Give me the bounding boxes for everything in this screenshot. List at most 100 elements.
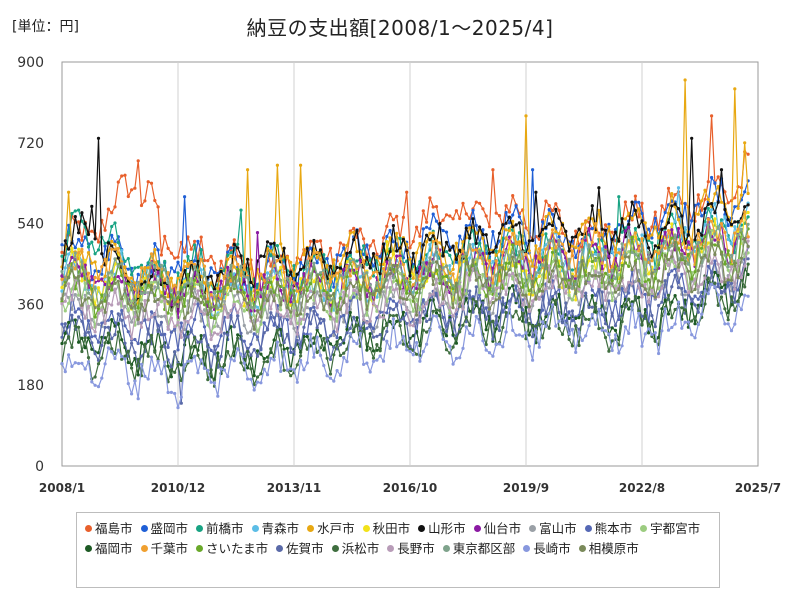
- data-point: [504, 330, 508, 334]
- data-point: [577, 275, 581, 279]
- data-point: [229, 325, 233, 329]
- data-point: [736, 276, 740, 280]
- data-point: [613, 277, 618, 281]
- data-point: [73, 293, 77, 297]
- data-point: [594, 252, 598, 256]
- data-point: [710, 282, 714, 286]
- data-point: [564, 323, 568, 327]
- data-point: [507, 302, 511, 306]
- data-point: [431, 282, 435, 287]
- data-point: [746, 152, 750, 156]
- data-point: [574, 229, 578, 233]
- data-point: [451, 244, 455, 248]
- data-point: [249, 377, 253, 381]
- data-point: [322, 308, 326, 312]
- data-point: [249, 330, 253, 334]
- data-point: [123, 173, 127, 177]
- data-point: [723, 280, 727, 284]
- data-point: [365, 321, 369, 325]
- data-point: [312, 302, 316, 306]
- data-point: [355, 296, 359, 300]
- data-point: [428, 256, 432, 260]
- data-point: [696, 269, 700, 273]
- data-point: [468, 331, 472, 335]
- data-point: [322, 292, 326, 296]
- data-point: [381, 267, 386, 271]
- data-point: [531, 335, 535, 339]
- data-point: [348, 296, 352, 300]
- data-point: [653, 325, 657, 329]
- data-point: [126, 330, 130, 334]
- data-point: [116, 312, 120, 316]
- data-point: [401, 262, 405, 267]
- data-point: [252, 388, 256, 392]
- data-point: [196, 297, 200, 301]
- data-point: [186, 262, 190, 266]
- legend-item: 山形市: [418, 519, 466, 538]
- data-point: [474, 241, 478, 245]
- data-point: [504, 221, 508, 225]
- data-point: [272, 323, 276, 327]
- data-point: [511, 277, 515, 281]
- data-point: [206, 275, 210, 279]
- data-point: [613, 247, 618, 252]
- data-point: [610, 264, 614, 268]
- legend-item: さいたま市: [196, 539, 268, 558]
- data-point: [342, 243, 346, 247]
- data-point: [206, 345, 210, 349]
- data-point: [309, 246, 313, 250]
- data-point: [723, 289, 727, 294]
- data-point: [269, 276, 273, 280]
- data-point: [239, 352, 243, 356]
- data-point: [405, 291, 409, 295]
- data-point: [507, 240, 511, 244]
- data-point: [358, 297, 362, 301]
- data-point: [617, 314, 621, 318]
- data-point: [292, 326, 296, 330]
- data-point: [603, 228, 608, 232]
- data-point: [309, 282, 313, 286]
- data-point: [325, 281, 329, 285]
- series-line-12: [61, 211, 749, 303]
- data-point: [146, 261, 150, 265]
- data-point: [110, 244, 114, 248]
- data-point: [299, 354, 303, 358]
- data-point: [517, 317, 522, 321]
- data-point: [70, 255, 74, 260]
- data-point: [623, 255, 628, 259]
- data-point: [670, 300, 674, 304]
- data-point: [574, 291, 578, 296]
- data-point: [146, 339, 150, 343]
- data-point: [206, 323, 210, 327]
- data-point: [590, 226, 594, 231]
- data-point: [365, 313, 369, 317]
- data-point: [507, 210, 511, 214]
- data-point: [332, 353, 336, 357]
- legend: 福島市 盛岡市 前橋市 青森市 水戸市 秋田市 山形市 仙台市 富山市 熊本市 宇都宮市福岡市 千葉市…: [76, 512, 720, 588]
- data-point: [514, 299, 518, 303]
- data-point: [355, 280, 359, 284]
- data-point: [295, 363, 299, 367]
- data-point: [156, 270, 160, 274]
- data-point: [713, 202, 717, 206]
- data-point: [507, 299, 511, 303]
- data-point: [567, 249, 571, 253]
- data-point: [603, 223, 608, 227]
- data-point: [491, 266, 495, 270]
- data-point: [100, 321, 104, 325]
- data-point: [478, 249, 482, 253]
- data-point: [607, 299, 611, 303]
- data-point: [560, 314, 565, 318]
- data-point: [103, 293, 107, 297]
- data-point: [723, 207, 727, 212]
- data-point: [222, 362, 226, 367]
- data-point: [110, 347, 114, 351]
- data-point: [355, 342, 359, 346]
- data-point: [143, 342, 147, 346]
- data-point: [159, 333, 163, 337]
- data-point: [723, 282, 727, 287]
- data-point: [746, 210, 750, 215]
- data-point: [93, 352, 97, 356]
- data-point: [352, 288, 356, 292]
- data-point: [461, 323, 465, 327]
